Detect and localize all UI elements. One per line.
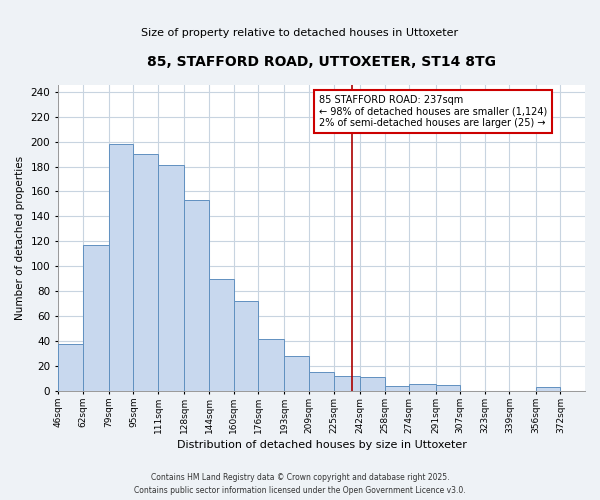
Bar bbox=[158, 166, 184, 391]
Bar bbox=[109, 144, 133, 391]
Text: 85 STAFFORD ROAD: 237sqm
← 98% of detached houses are smaller (1,124)
2% of semi: 85 STAFFORD ROAD: 237sqm ← 98% of detach… bbox=[319, 94, 547, 128]
X-axis label: Distribution of detached houses by size in Uttoxeter: Distribution of detached houses by size … bbox=[176, 440, 466, 450]
Title: 85, STAFFORD ROAD, UTTOXETER, ST14 8TG: 85, STAFFORD ROAD, UTTOXETER, ST14 8TG bbox=[147, 55, 496, 69]
Bar bbox=[184, 200, 209, 391]
Y-axis label: Number of detached properties: Number of detached properties bbox=[15, 156, 25, 320]
Bar bbox=[58, 344, 83, 391]
Bar bbox=[436, 385, 460, 391]
Bar bbox=[133, 154, 158, 391]
Bar bbox=[83, 245, 109, 391]
Bar bbox=[360, 378, 385, 391]
Bar bbox=[233, 302, 258, 391]
Bar bbox=[409, 384, 436, 391]
Text: Size of property relative to detached houses in Uttoxeter: Size of property relative to detached ho… bbox=[142, 28, 458, 38]
Text: Contains HM Land Registry data © Crown copyright and database right 2025.
Contai: Contains HM Land Registry data © Crown c… bbox=[134, 474, 466, 495]
Bar bbox=[258, 338, 284, 391]
Bar bbox=[309, 372, 334, 391]
Bar bbox=[334, 376, 360, 391]
Bar bbox=[284, 356, 309, 391]
Bar bbox=[385, 386, 409, 391]
Bar bbox=[209, 279, 233, 391]
Bar bbox=[536, 388, 560, 391]
